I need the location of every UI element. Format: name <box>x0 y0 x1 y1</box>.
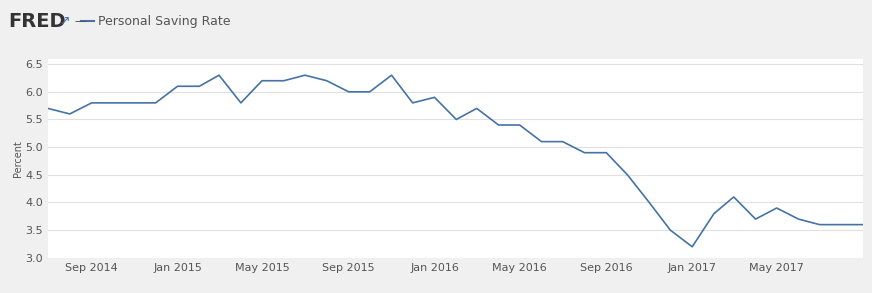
Text: —: — <box>74 15 86 28</box>
Text: ↗: ↗ <box>59 15 70 28</box>
Y-axis label: Percent: Percent <box>12 140 23 177</box>
Text: FRED: FRED <box>9 12 66 30</box>
Text: Personal Saving Rate: Personal Saving Rate <box>98 15 230 28</box>
